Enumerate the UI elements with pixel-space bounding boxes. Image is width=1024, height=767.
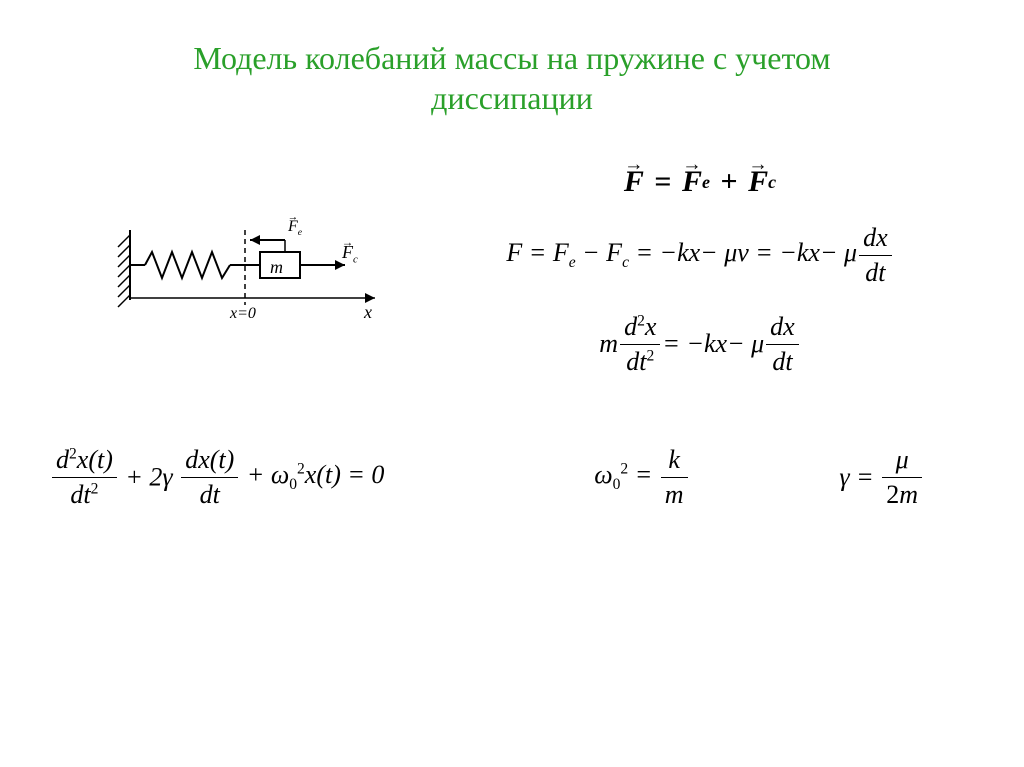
x-axis-label: x [364,302,372,323]
fc-label: Fc [342,242,358,266]
mass-label: m [270,257,283,278]
fraction-dx-dt-2: dx dt [766,312,799,377]
origin-label: x=0 [230,305,256,323]
fe-label: Fe [288,218,302,238]
equation-force-scalar: F = Fe − Fc = −kx− μν = −kx− μ dx dt [420,223,980,288]
equations-column: F = Fe + Fc F = Fe − Fc = −kx− μν = −kx−… [420,165,980,401]
slide-title: Модель колебаний массы на пружине с учет… [0,0,1024,118]
equation-omega0: ω02 = k m [594,445,689,510]
bottom-equations-row: d2x(t) dt2 + 2γ dx(t) dt + ω02x(t) = 0 ω… [40,445,984,510]
fraction-dx-dt-1: dx dt [859,223,892,288]
equation-ode: d2x(t) dt2 + 2γ dx(t) dt + ω02x(t) = 0 [50,445,384,510]
equation-motion: m d2x dt2 = −kx− μ dx dt [420,312,980,377]
title-line-1: Модель колебаний массы на пружине с учет… [0,38,1024,78]
fraction-d2x-dt2: d2x dt2 [620,312,660,377]
title-line-2: диссипации [0,78,1024,118]
equation-gamma: γ = μ 2m [839,445,924,510]
equation-vector-sum: F = Fe + Fc [420,165,980,199]
spring-mass-diagram: m Fe Fc x x=0 [110,210,390,335]
